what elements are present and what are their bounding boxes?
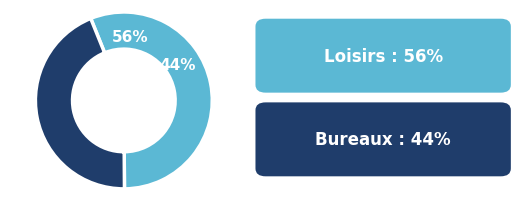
- Text: Bureaux : 44%: Bureaux : 44%: [315, 131, 451, 149]
- FancyBboxPatch shape: [255, 103, 511, 177]
- Text: Loisirs : 56%: Loisirs : 56%: [324, 47, 443, 65]
- FancyBboxPatch shape: [255, 20, 511, 93]
- Text: 56%: 56%: [112, 30, 149, 44]
- Wedge shape: [36, 19, 124, 189]
- Text: 44%: 44%: [159, 57, 196, 73]
- Wedge shape: [91, 13, 212, 189]
